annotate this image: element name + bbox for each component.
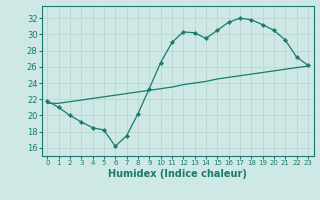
X-axis label: Humidex (Indice chaleur): Humidex (Indice chaleur) [108,169,247,179]
